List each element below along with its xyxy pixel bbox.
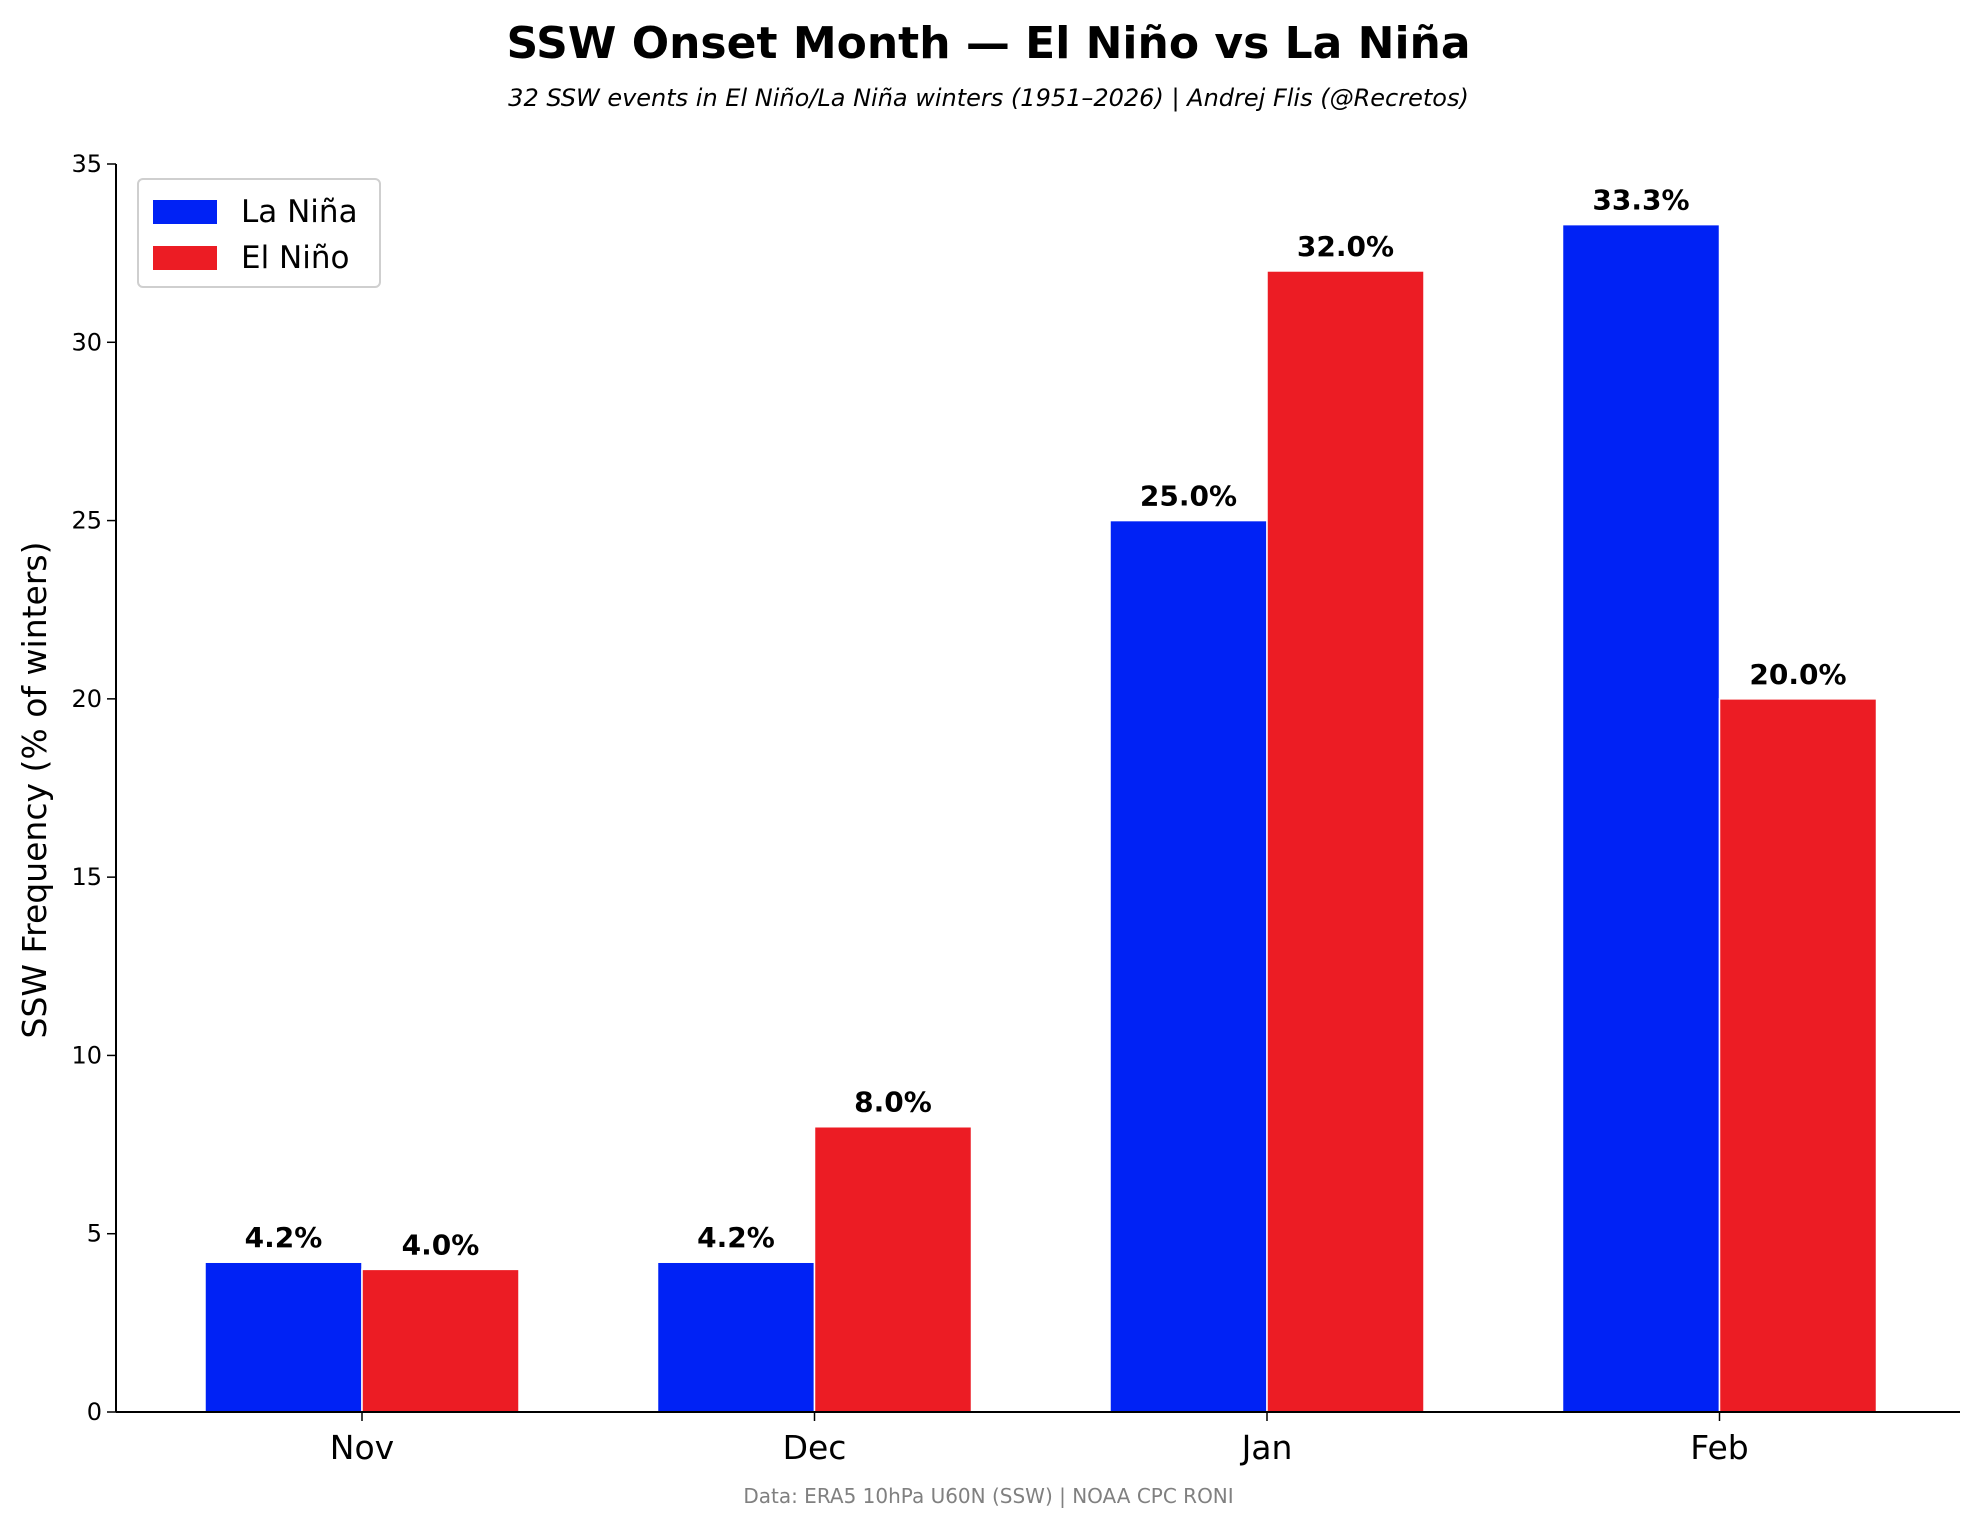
bar-la-nina-feb — [1561, 223, 1721, 1413]
bar-el-nino-feb — [1718, 698, 1878, 1413]
legend-swatch-el-nino — [153, 246, 217, 270]
value-label-el-nino-jan: 32.0% — [1297, 230, 1394, 263]
y-tick-label: 0 — [87, 1398, 102, 1426]
value-label-la-nina-nov: 4.2% — [245, 1221, 323, 1254]
y-axis-label: SSW Frequency (% of winters) — [15, 542, 54, 1039]
value-label-la-nina-jan: 25.0% — [1140, 480, 1237, 513]
bar-el-nino-dec — [813, 1125, 973, 1413]
data-source-note: Data: ERA5 10hPa U60N (SSW) | NOAA CPC R… — [743, 1484, 1234, 1508]
legend-label-el-nino: El Niño — [241, 240, 350, 276]
value-label-el-nino-dec: 8.0% — [854, 1086, 932, 1119]
chart-subtitle: 32 SSW events in El Niño/La Niña winters… — [508, 84, 1469, 112]
chart-title: SSW Onset Month — El Niño vs La Niña — [506, 18, 1471, 69]
y-tick-label: 25 — [71, 507, 102, 535]
y-tick-label: 30 — [71, 328, 102, 356]
bar-la-nina-dec — [656, 1261, 816, 1413]
bar-el-nino-jan — [1266, 270, 1425, 1413]
bar-la-nina-nov — [204, 1261, 363, 1413]
y-tick-label: 20 — [71, 685, 102, 713]
y-tick-label: 15 — [71, 863, 102, 891]
legend: La Niña El Niño — [137, 178, 381, 288]
bar-el-nino-nov — [361, 1268, 520, 1413]
bar-la-nina-jan — [1109, 519, 1268, 1413]
value-label-la-nina-dec: 4.2% — [697, 1221, 775, 1254]
x-tick-label: Jan — [1240, 1428, 1293, 1467]
value-label-el-nino-nov: 4.0% — [402, 1228, 480, 1261]
value-label-el-nino-feb: 20.0% — [1749, 658, 1846, 691]
x-tick-label: Nov — [330, 1428, 394, 1467]
value-label-la-nina-feb: 33.3% — [1592, 184, 1689, 217]
legend-item-la-nina: La Niña — [153, 192, 358, 232]
legend-item-el-nino: El Niño — [153, 238, 349, 278]
legend-swatch-la-nina — [153, 200, 217, 224]
y-tick-label: 5 — [87, 1220, 102, 1248]
x-tick-label: Dec — [783, 1428, 847, 1467]
x-tick-label: Feb — [1690, 1428, 1748, 1467]
y-tick-label: 10 — [71, 1041, 102, 1069]
y-tick-label: 35 — [71, 150, 102, 178]
legend-label-la-nina: La Niña — [241, 194, 358, 230]
